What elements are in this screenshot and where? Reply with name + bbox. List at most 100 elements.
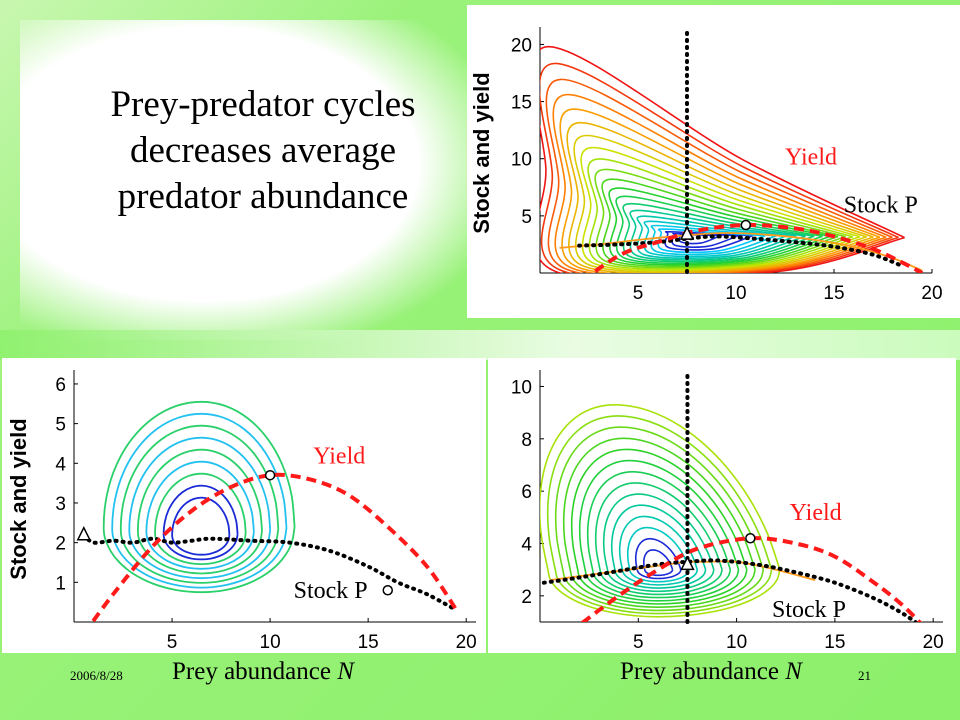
cycle-orbit [570, 448, 748, 605]
cycle-orbit [554, 426, 765, 612]
cycle-orbit [622, 202, 815, 263]
cycle-orbit [602, 493, 715, 593]
slide-title: Prey-predator cycles decreases average p… [78, 82, 448, 220]
orange-curve [559, 232, 923, 272]
y-tick-label: 2 [55, 534, 66, 555]
y-tick-label: 3 [55, 494, 66, 515]
stock-curve [577, 234, 905, 269]
cycle-orbit [154, 472, 247, 566]
cycle-orbit [643, 220, 788, 258]
y-tick-label: 8 [521, 430, 532, 451]
annotation-label: Stock P [294, 578, 368, 604]
cycle-orbit [610, 504, 707, 589]
chart-panel-bottom-left: 5 10 15 20 1 2 3 4 5 6 Stock and yield Yield Stock P [2, 358, 486, 653]
x-tick-label: 15 [824, 632, 845, 653]
cycle-orbit [111, 412, 288, 589]
x-axis-label-left-text: Prey abundance [172, 658, 338, 685]
y-tick-label: 1 [55, 573, 66, 594]
cycle-orbit [562, 437, 756, 609]
x-axis-label-right-var: N [785, 658, 802, 685]
cycle-orbit [601, 178, 839, 267]
x-tick-label: 20 [923, 632, 944, 653]
limit-cycles [540, 45, 905, 273]
cycle-orbit [636, 215, 797, 259]
chart-bottom-right: 5 10 15 20 2 4 6 8 10 Yield Stock P [511, 370, 944, 653]
y-tick-label: 2 [521, 587, 532, 608]
y-axis-label: Stock and yield [6, 418, 31, 579]
cycle-orbit [580, 146, 861, 272]
y-tick-label: 15 [511, 93, 532, 114]
cycle-orbit [594, 482, 723, 596]
footer-date: 2006/8/28 [70, 668, 123, 683]
title-glow [20, 20, 480, 340]
limit-cycles [102, 400, 296, 594]
x-tick-label: 10 [725, 283, 746, 304]
x-tick-label: 15 [823, 283, 844, 304]
circle-marker [745, 533, 756, 544]
cycle-orbit [608, 187, 831, 266]
cycle-orbit [559, 108, 881, 273]
chart-panel-top-right: 5 10 15 20 5 10 15 20 Stock and yield Yield Stock … [467, 5, 960, 318]
cycle-orbit [615, 195, 823, 264]
annotation-label: Stock P [844, 192, 918, 218]
chart-bottom-left: 5 10 15 20 1 2 3 4 5 6 Stock and yield Yield Stock P [6, 370, 477, 653]
cycle-orbit [136, 448, 263, 575]
y-tick-label: 4 [521, 534, 532, 555]
x-tick-label: 15 [358, 632, 379, 653]
x-tick-label: 20 [456, 632, 477, 653]
footer-page-number: 21 [858, 668, 871, 683]
title-line-1: Prey-predator cycles [110, 84, 416, 125]
x-tick-label: 5 [633, 283, 644, 304]
cycle-orbit [145, 460, 255, 570]
x-axis-label-left: Prey abundance N [172, 658, 354, 686]
divider-band [0, 330, 960, 360]
y-tick-label: 6 [521, 482, 532, 503]
cycle-orbit [540, 62, 899, 273]
x-tick-label: 5 [167, 632, 178, 653]
chart-top-right: 5 10 15 20 5 10 15 20 Stock and yield Yield Stock … [469, 27, 943, 304]
y-tick-label: 4 [55, 454, 66, 475]
yield-curve [89, 472, 459, 622]
x-tick-label: 10 [260, 632, 281, 653]
cycle-orbit [119, 424, 280, 584]
cycle-orbit [566, 121, 874, 273]
cycle-orbit [594, 168, 846, 269]
annotation-label: Yield [785, 144, 837, 170]
circle-marker [382, 585, 394, 596]
cycle-orbit [552, 93, 887, 273]
triangle-marker [679, 225, 695, 240]
circle-marker [740, 219, 752, 231]
x-tick-label: 10 [726, 632, 747, 653]
x-tick-label: 5 [633, 632, 644, 653]
x-tick-label: 20 [921, 283, 942, 304]
y-tick-label: 10 [511, 150, 532, 171]
triangle-marker [76, 526, 92, 541]
x-axis-label-right: Prey abundance N [620, 658, 802, 686]
cycle-orbit [629, 209, 806, 261]
circle-marker [264, 469, 276, 481]
y-axis-label: Stock and yield [469, 72, 494, 233]
y-tick-label: 6 [55, 375, 66, 396]
limit-cycles [540, 403, 781, 618]
yield-curve [589, 222, 924, 273]
triangle-marker [680, 555, 695, 571]
stock-curve [81, 532, 459, 613]
title-line-3: predator abundance [117, 176, 409, 217]
cycle-orbit [128, 436, 272, 580]
cycle-orbit [546, 415, 773, 615]
y-tick-label: 5 [521, 207, 532, 228]
y-tick-label: 5 [55, 415, 66, 436]
cycle-orbit [171, 496, 231, 556]
cycle-orbit [634, 537, 682, 580]
cycle-orbit [545, 78, 893, 273]
cycle-orbit [540, 45, 905, 273]
cycle-orbit [102, 400, 296, 594]
chart-panel-bottom-right: 5 10 15 20 2 4 6 8 10 Yield Stock P [488, 358, 956, 653]
x-axis-label-right-text: Prey abundance [620, 658, 786, 685]
y-tick-label: 20 [511, 35, 532, 56]
cycle-orbit [642, 549, 674, 577]
y-tick-label: 10 [511, 377, 532, 398]
cycle-orbit [573, 134, 867, 273]
stock-curve [541, 558, 919, 622]
annotation-label: Stock P [772, 597, 846, 623]
